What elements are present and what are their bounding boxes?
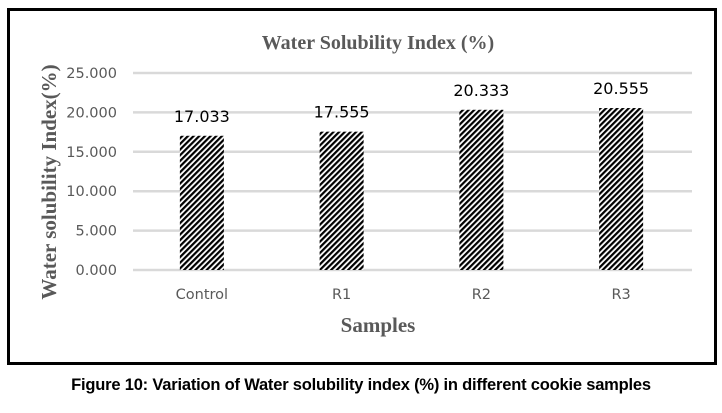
bar-r3 <box>599 108 644 270</box>
bar-r1 <box>319 131 364 270</box>
y-tick-label: 10.000 <box>66 184 117 200</box>
data-label: 17.555 <box>314 103 370 122</box>
x-tick-label: Control <box>176 287 228 303</box>
y-tick-label: 25.000 <box>66 66 117 82</box>
bars <box>179 108 644 270</box>
y-axis-ticks: 0.000 5.000 10.000 15.000 20.000 25.000 <box>66 66 117 279</box>
chart-frame <box>7 8 717 365</box>
x-tick-label: R1 <box>332 287 351 303</box>
x-tick-label: R2 <box>472 287 491 303</box>
data-label: 20.555 <box>593 79 649 98</box>
chart-title: Water Solubility Index (%) <box>262 32 494 54</box>
x-axis-title: Samples <box>341 313 416 337</box>
figure-caption: Figure 10: Variation of Water solubility… <box>71 376 651 394</box>
y-tick-label: 5.000 <box>75 224 117 240</box>
data-label: 20.333 <box>453 81 509 100</box>
x-tick-label: R3 <box>611 287 630 303</box>
y-tick-label: 15.000 <box>66 145 117 161</box>
data-label: 17.033 <box>174 107 230 126</box>
gridlines <box>133 71 692 272</box>
data-labels: 17.033 17.555 20.333 20.555 <box>174 79 649 126</box>
bar-control <box>179 135 224 270</box>
y-tick-label: 0.000 <box>75 263 117 279</box>
y-axis-title: Water solubility Index(%) <box>37 64 61 299</box>
y-tick-label: 20.000 <box>66 105 117 121</box>
x-axis-ticks: Control R1 R2 R3 <box>176 287 631 303</box>
bar-r2 <box>459 109 504 270</box>
